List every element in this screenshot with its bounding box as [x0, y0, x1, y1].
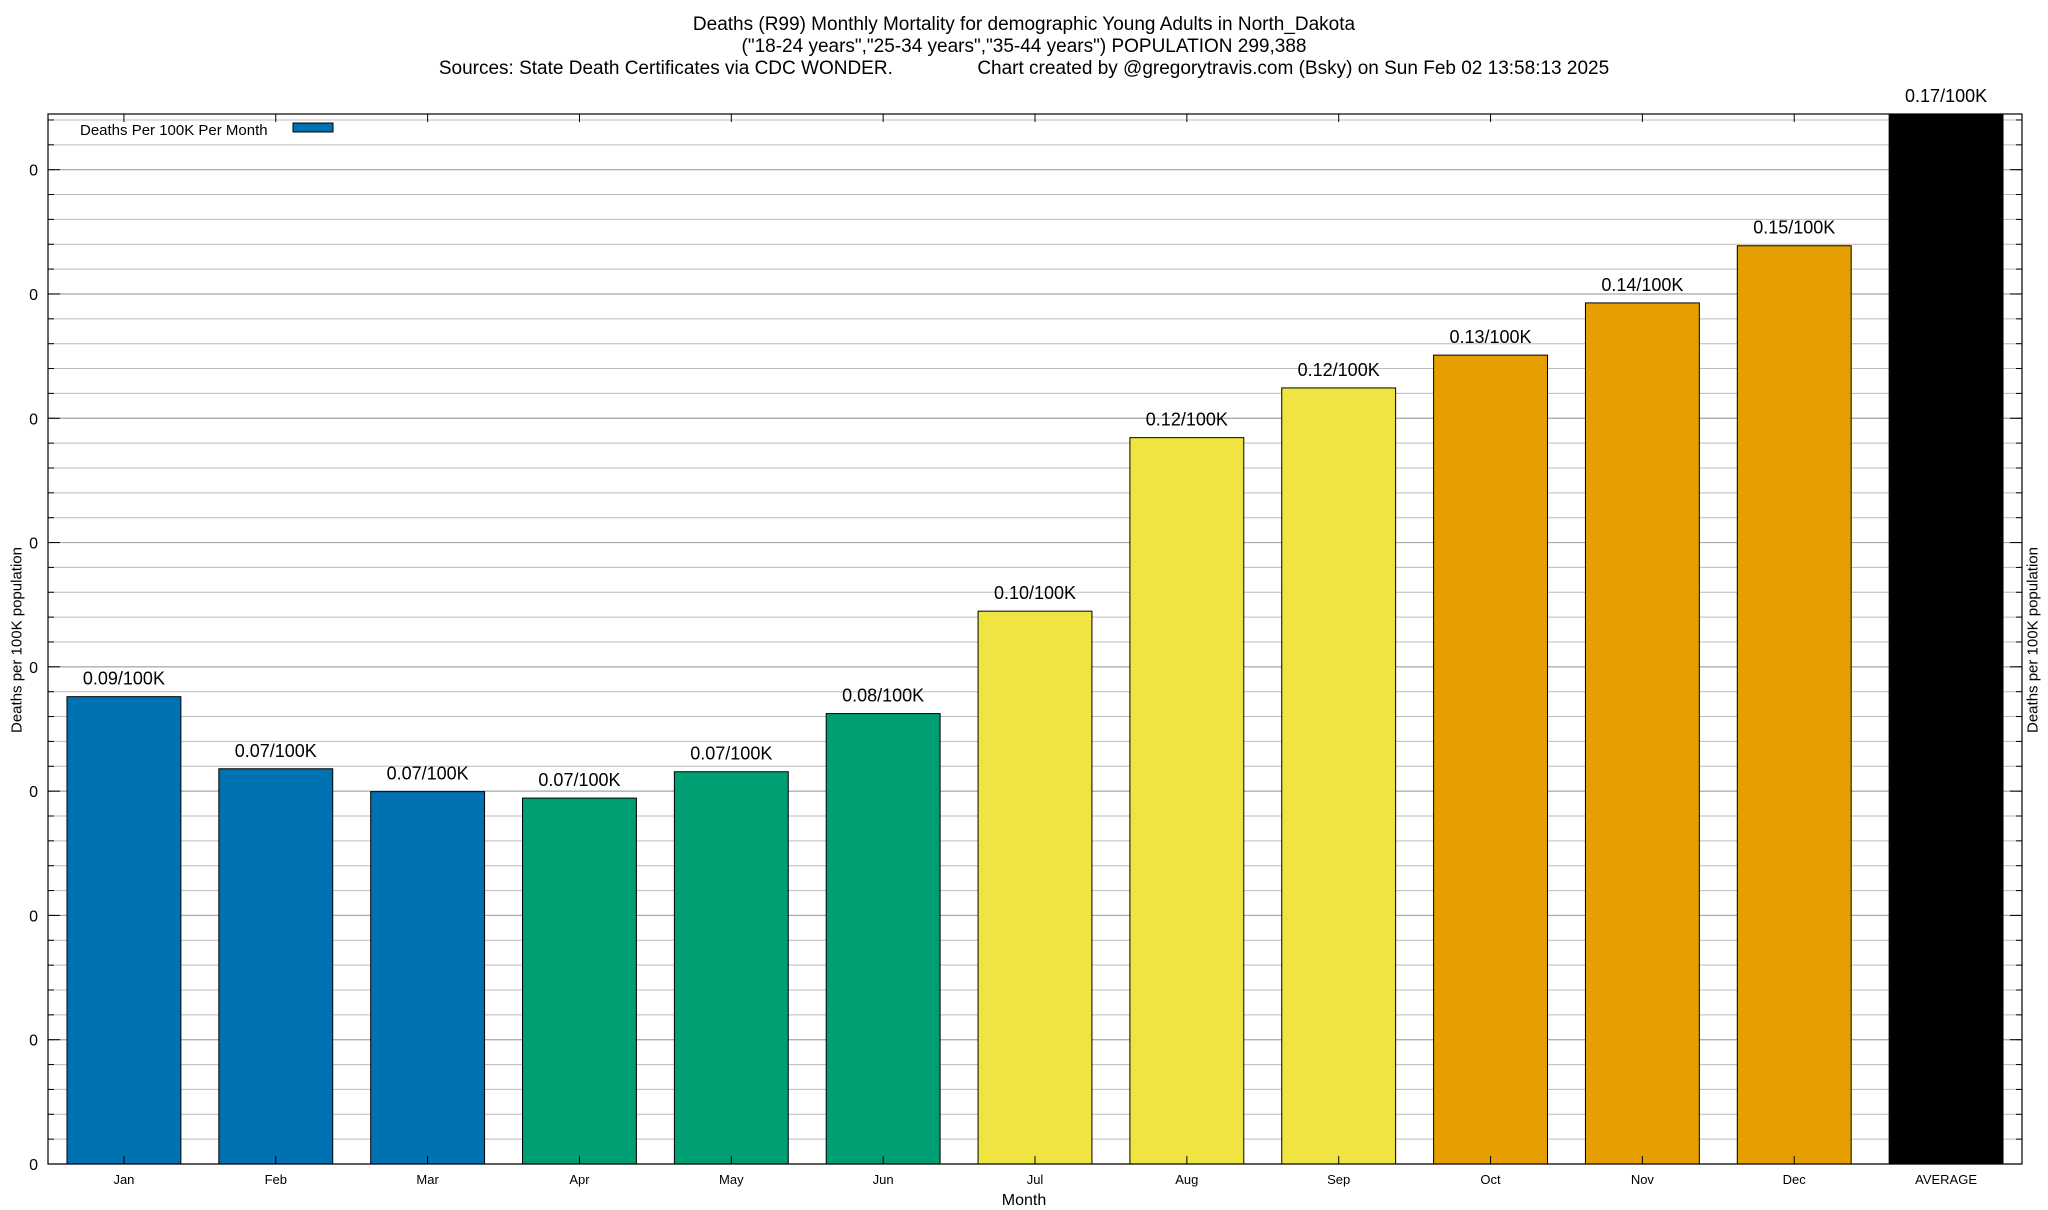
chart-sources: Sources: State Death Certificates via CD… — [438, 58, 1610, 79]
x-tick-label: May — [719, 1172, 744, 1187]
x-tick-label: Dec — [1783, 1172, 1807, 1187]
x-axis-label: Month — [1001, 1192, 1047, 1209]
y-tick-label: 0 — [29, 287, 38, 304]
y-tick-label: 0 — [29, 784, 38, 801]
plot-frame — [47, 113, 2023, 1165]
bar-value-label: 0.13/100K — [1449, 327, 1531, 347]
y-tick-label: 0 — [29, 908, 38, 925]
bar-value-label: 0.07/100K — [538, 770, 620, 790]
chart-subtitle: ("18-24 years","25-34 years","35-44 year… — [741, 36, 1307, 57]
bar-value-label: 0.07/100K — [235, 741, 317, 761]
bar-value-label: 0.15/100K — [1753, 218, 1835, 238]
bar-aug — [1129, 437, 1245, 1165]
y-tick-label: 0 — [29, 163, 38, 180]
bar-nov — [1584, 302, 1700, 1165]
y-axis-label-right: Deaths per 100K population — [2024, 547, 2042, 733]
chart-header: Deaths (R99) Monthly Mortality for demog… — [0, 14, 2048, 80]
x-tick-label: Apr — [569, 1172, 590, 1187]
legend-swatch — [292, 122, 334, 133]
x-tick-label: AVERAGE — [1915, 1172, 1977, 1187]
x-tick-label: Feb — [265, 1172, 287, 1187]
bar-value-label: 0.10/100K — [994, 583, 1076, 603]
bar-apr — [522, 797, 637, 1165]
bar-value-label: 0.14/100K — [1601, 275, 1683, 295]
x-tick-label: Sep — [1327, 1172, 1350, 1187]
bar-mar — [370, 791, 486, 1165]
bar-jun — [825, 713, 941, 1165]
y-tick-label: 0 — [29, 660, 38, 677]
x-tick-label: Oct — [1480, 1172, 1501, 1187]
bar-value-label: 0.07/100K — [387, 764, 469, 784]
x-tick-label: Mar — [416, 1172, 439, 1187]
bar-value-label: 0.08/100K — [842, 686, 924, 706]
bar-sep — [1281, 387, 1397, 1165]
x-tick-label: Jul — [1027, 1172, 1044, 1187]
y-axis-label-left: Deaths per 100K population — [8, 547, 26, 733]
y-tick-label: 0 — [29, 1033, 38, 1050]
bar-value-label: 0.09/100K — [83, 669, 165, 689]
legend-label: Deaths Per 100K Per Month — [80, 122, 268, 139]
bar-value-label: 0.12/100K — [1146, 410, 1228, 430]
x-tick-label: Aug — [1175, 1172, 1198, 1187]
chart-title: Deaths (R99) Monthly Mortality for demog… — [692, 14, 1356, 35]
bar-jul — [977, 610, 1093, 1165]
y-tick-label: 0 — [29, 536, 38, 553]
bar-dec — [1736, 245, 1852, 1165]
y-tick-label: 0 — [29, 1157, 38, 1174]
x-tick-label: Jan — [113, 1172, 134, 1187]
bar-average — [1888, 113, 2004, 1165]
bar-jan — [66, 696, 182, 1165]
x-tick-label: Nov — [1631, 1172, 1655, 1187]
y-tick-label: 0 — [29, 411, 38, 428]
bar-value-label: 0.17/100K — [1905, 86, 1987, 106]
bar-oct — [1433, 354, 1548, 1165]
x-tick-label: Jun — [873, 1172, 894, 1187]
bar-value-label: 0.12/100K — [1298, 360, 1380, 380]
bar-feb — [218, 768, 334, 1165]
bar-may — [673, 771, 789, 1165]
bar-value-label: 0.07/100K — [690, 744, 772, 764]
